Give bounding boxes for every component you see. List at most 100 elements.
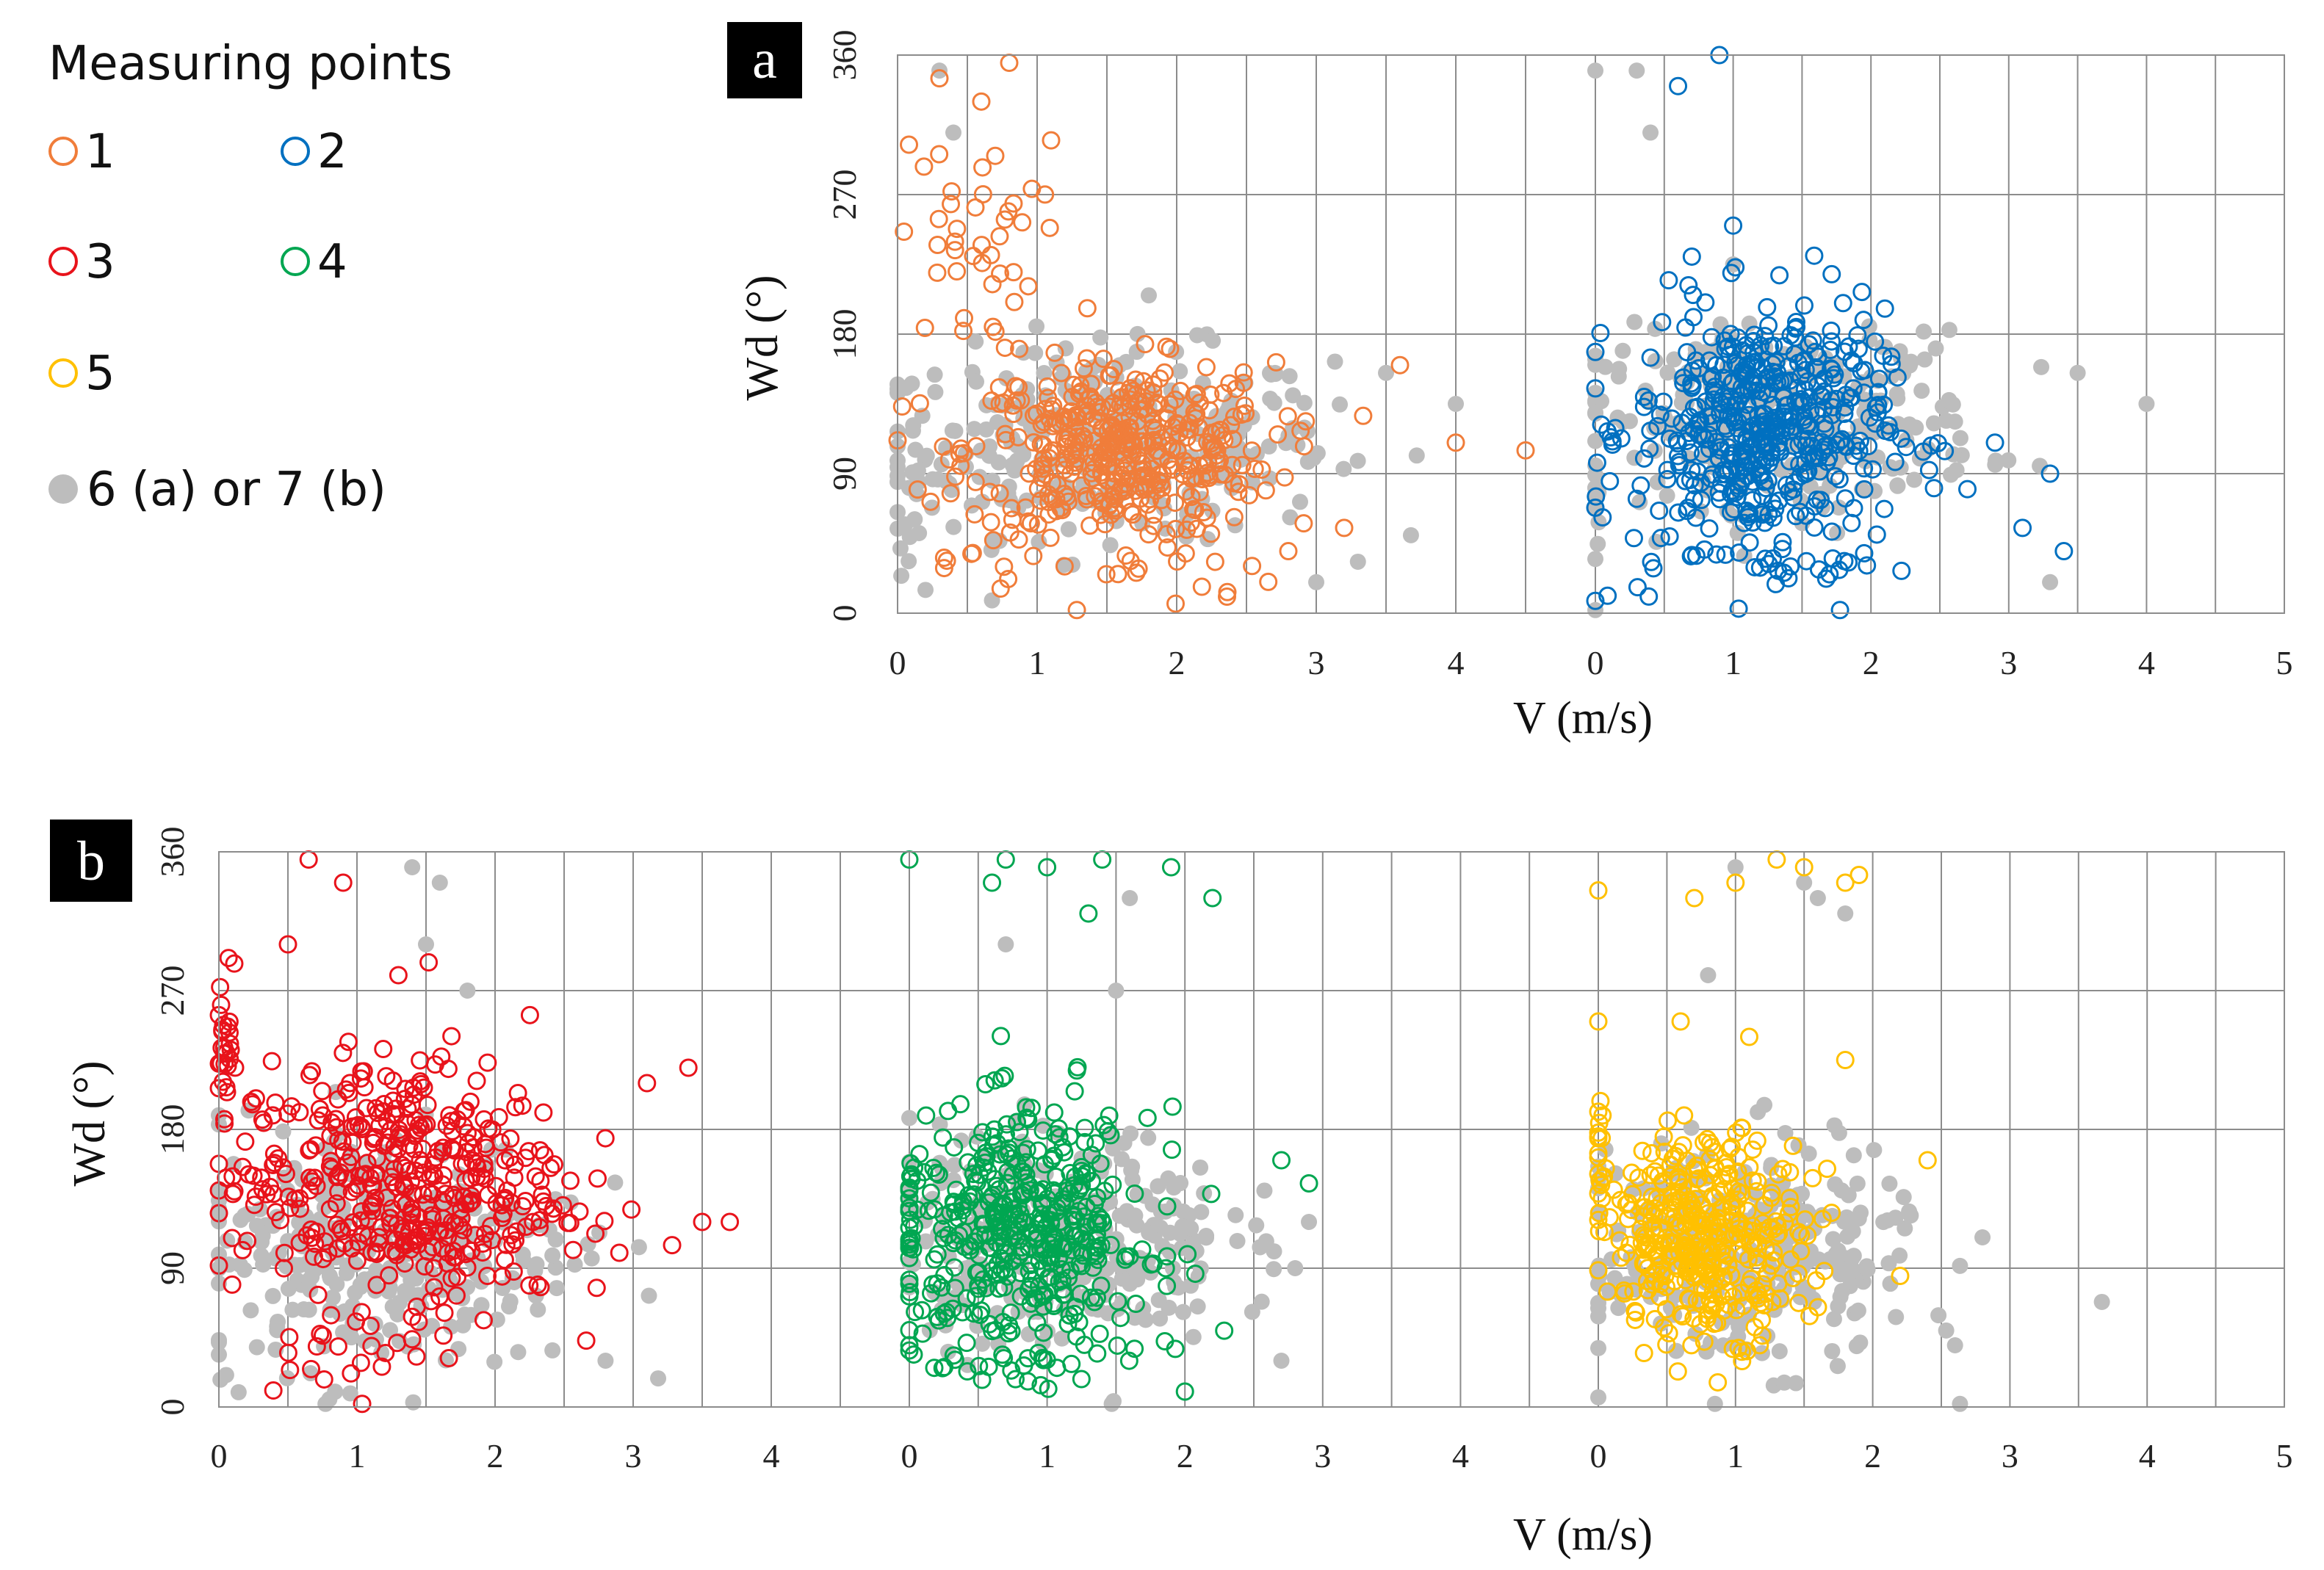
data-point [1634, 387, 1653, 406]
data-point [929, 209, 948, 228]
y-tick-label: 90 [154, 1251, 191, 1285]
data-point [1811, 386, 1830, 405]
data-point [1114, 482, 1133, 501]
data-point [1092, 329, 1109, 346]
data-point [1629, 1168, 1648, 1187]
data-point [364, 1176, 383, 1195]
data-point [1683, 1119, 1700, 1136]
data-point [1796, 875, 1813, 891]
data-point [986, 146, 1005, 165]
data-point [1790, 1137, 1807, 1154]
data-point [1783, 1136, 1802, 1155]
data-point [1668, 446, 1687, 466]
data-point [1610, 1231, 1629, 1250]
data-point [1308, 574, 1324, 590]
x-tick-label: 0 [901, 1437, 918, 1475]
data-point [402, 1213, 421, 1232]
data-point [1197, 358, 1216, 377]
data-point [407, 1297, 426, 1316]
data-point [1234, 363, 1253, 382]
data-point [983, 1186, 1002, 1205]
data-point [313, 1326, 332, 1345]
data-point [1020, 1262, 1039, 1281]
data-point [945, 1137, 964, 1157]
data-point [520, 1276, 539, 1295]
data-point [1727, 859, 1744, 875]
data-point [1007, 391, 1026, 410]
data-point [1642, 124, 1659, 141]
data-point [1042, 1211, 1061, 1230]
data-point [997, 1115, 1017, 1134]
data-point [1769, 1165, 1788, 1184]
data-point [1006, 1370, 1025, 1389]
data-point [425, 1278, 444, 1297]
data-point [1881, 1175, 1898, 1192]
data-point [404, 1230, 423, 1249]
data-point [1825, 1311, 1842, 1328]
data-point [1829, 524, 1846, 541]
data-point [1027, 344, 1044, 361]
data-point [408, 1270, 425, 1287]
data-point [425, 1166, 444, 1185]
data-point [1590, 1300, 1606, 1317]
data-point [1639, 587, 1659, 606]
series-6 (a) or 7 (b) [901, 890, 1318, 1412]
data-point [1172, 363, 1188, 380]
data-point [1055, 1285, 1074, 1304]
data-point [1196, 456, 1215, 475]
data-point [1245, 460, 1264, 479]
data-point [1150, 1292, 1167, 1309]
data-point [328, 1239, 347, 1258]
data-point [983, 873, 1002, 892]
data-point [974, 493, 991, 510]
data-point [1305, 449, 1322, 466]
data-point [1296, 394, 1313, 411]
data-point [921, 1284, 940, 1303]
legend-marker-4 [281, 247, 310, 276]
data-point [1203, 889, 1222, 908]
data-point [1091, 1276, 1111, 1295]
data-point [1183, 1220, 1199, 1237]
data-point [1117, 455, 1136, 474]
data-point [279, 1187, 298, 1207]
data-point [1882, 1276, 1899, 1292]
data-point [225, 954, 244, 973]
data-point [329, 1131, 348, 1150]
data-point [1771, 442, 1790, 461]
data-point [1143, 411, 1162, 430]
data-point [1079, 904, 1098, 923]
data-point [239, 1165, 258, 1184]
data-point [984, 531, 1003, 550]
data-point [1729, 1339, 1748, 1358]
data-point [1199, 466, 1219, 485]
data-point [973, 1270, 992, 1289]
data-point [223, 1229, 242, 1248]
data-point [343, 1329, 360, 1346]
data-point [1168, 552, 1187, 571]
data-point [1202, 441, 1221, 460]
data-point [1279, 542, 1298, 561]
data-point [1215, 430, 1234, 449]
data-point [495, 1251, 514, 1270]
data-point [992, 1068, 1011, 1088]
y-tick-label: 270 [826, 170, 863, 220]
legend-label-3: 3 [85, 235, 115, 289]
data-point [981, 1226, 1000, 1245]
data-point [1224, 507, 1244, 527]
data-point [1797, 551, 1816, 571]
data-point [1666, 1287, 1683, 1304]
data-point [989, 1180, 1008, 1199]
data-point [236, 1132, 255, 1151]
data-point [266, 1093, 285, 1113]
data-point [531, 1171, 550, 1190]
data-point [1175, 1382, 1194, 1401]
data-point [902, 1229, 921, 1248]
data-point [1681, 443, 1700, 462]
data-point [970, 1356, 989, 1375]
data-point [364, 1129, 383, 1148]
data-point [1092, 1276, 1109, 1292]
data-point [1666, 351, 1683, 368]
data-point [1803, 1168, 1822, 1187]
data-point [1683, 376, 1702, 395]
data-point [984, 592, 1000, 609]
